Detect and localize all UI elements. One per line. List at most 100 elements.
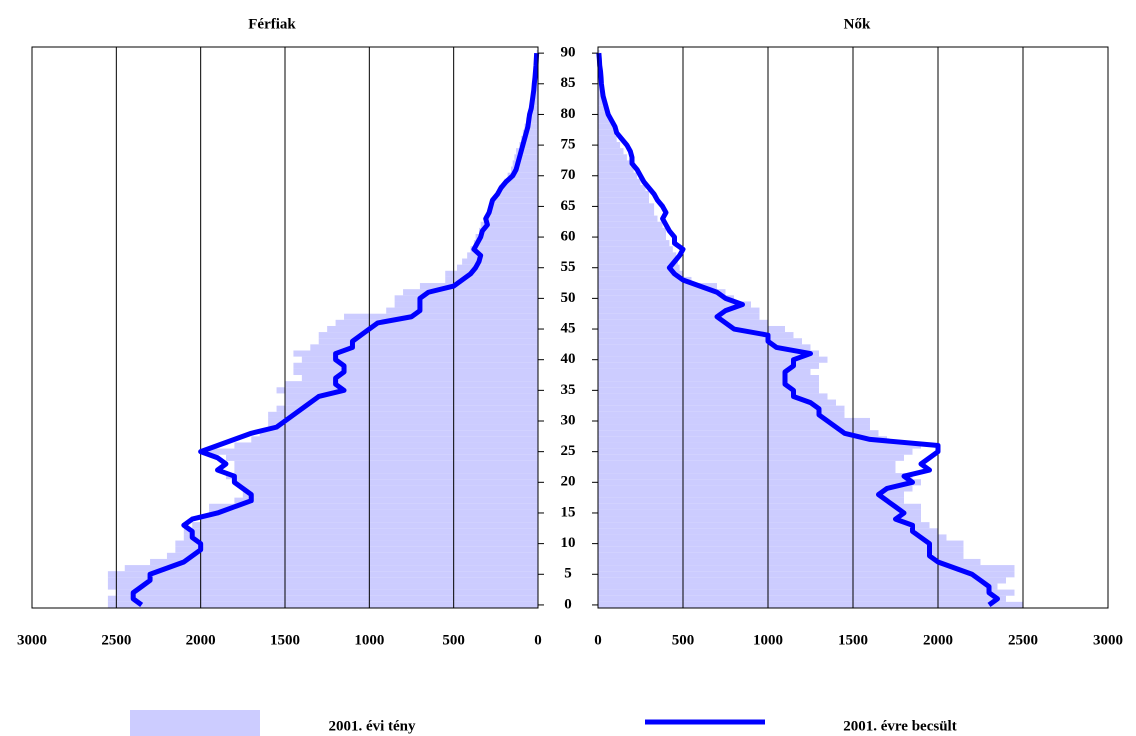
bar — [234, 497, 538, 504]
bar — [504, 178, 538, 185]
bar — [524, 123, 538, 130]
bar — [268, 424, 538, 431]
y-tick-label: 75 — [561, 137, 576, 153]
bar — [598, 516, 921, 523]
bar — [598, 325, 785, 333]
bar — [598, 184, 646, 192]
bar — [598, 375, 819, 382]
bar — [386, 307, 538, 314]
bar — [285, 381, 538, 388]
bar — [598, 295, 734, 302]
bar — [598, 497, 904, 504]
bar — [107, 595, 539, 602]
bar — [598, 148, 624, 155]
bar — [598, 424, 870, 431]
bar — [598, 332, 794, 339]
line — [596, 52, 1000, 607]
chart-title: Férfiak — [248, 16, 296, 32]
bar — [285, 393, 538, 400]
bar — [598, 589, 1015, 596]
bar — [335, 319, 538, 326]
bar — [598, 154, 627, 161]
bar — [394, 295, 538, 302]
bar — [598, 491, 904, 498]
bar — [598, 558, 981, 566]
bar — [259, 430, 538, 437]
bar — [492, 197, 538, 204]
bar — [507, 172, 538, 179]
bar — [598, 595, 1006, 602]
x-tick-label: 0 — [534, 632, 542, 648]
bar — [598, 460, 896, 467]
bar — [598, 485, 913, 492]
bar — [242, 485, 539, 492]
bar — [598, 172, 638, 179]
bar — [234, 479, 538, 486]
x-tick-label: 1500 — [270, 632, 300, 648]
y-tick-label: 55 — [561, 259, 576, 275]
bar — [183, 528, 539, 535]
bar — [495, 191, 538, 198]
bar — [301, 375, 538, 382]
bar — [209, 448, 538, 455]
bar — [598, 307, 760, 314]
chart-title: Nők — [844, 16, 871, 32]
bar — [598, 546, 964, 553]
bar — [598, 99, 606, 106]
bar — [598, 215, 658, 222]
bar — [598, 160, 631, 167]
bar — [489, 203, 538, 210]
bar — [124, 565, 539, 572]
bar — [598, 552, 964, 559]
bar — [511, 166, 538, 173]
bar — [598, 142, 621, 149]
bar — [598, 301, 751, 308]
bar — [251, 436, 538, 443]
bar — [327, 325, 538, 333]
bar — [598, 203, 655, 210]
bar — [598, 356, 828, 363]
y-tick-label: 85 — [561, 75, 576, 91]
bar — [527, 111, 538, 118]
bar — [598, 252, 677, 259]
bar — [598, 362, 819, 369]
bar — [526, 117, 538, 124]
bar — [598, 289, 726, 296]
bar — [285, 399, 538, 406]
legend-label: 2001. évi tény — [328, 718, 416, 734]
bar — [175, 546, 538, 553]
bar — [467, 252, 538, 259]
x-tick-label: 1000 — [753, 632, 783, 648]
bar — [598, 411, 845, 418]
y-tick-label: 50 — [561, 290, 576, 306]
bar — [598, 117, 612, 124]
bar — [598, 583, 998, 590]
x-tick-label: 1000 — [354, 632, 384, 648]
y-tick-label: 45 — [561, 320, 576, 336]
plot-frame — [31, 46, 539, 609]
bar — [293, 368, 538, 376]
bar — [598, 381, 819, 388]
bar — [598, 178, 641, 185]
bar — [301, 356, 538, 363]
bar — [107, 601, 539, 608]
bar — [598, 338, 802, 345]
x-tick-label: 1500 — [838, 632, 868, 648]
y-tick-label: 10 — [561, 535, 576, 551]
bar — [598, 105, 608, 112]
bar — [310, 344, 538, 351]
bar — [598, 368, 811, 376]
bar — [598, 466, 896, 474]
bar — [462, 258, 538, 265]
bar — [598, 227, 666, 234]
bar — [445, 270, 538, 277]
bar — [192, 522, 538, 529]
bar — [519, 142, 538, 149]
bar — [598, 234, 666, 241]
bar — [514, 154, 538, 161]
bar — [107, 577, 539, 584]
bar — [598, 601, 1023, 608]
bar — [598, 209, 655, 216]
bar — [107, 583, 539, 590]
